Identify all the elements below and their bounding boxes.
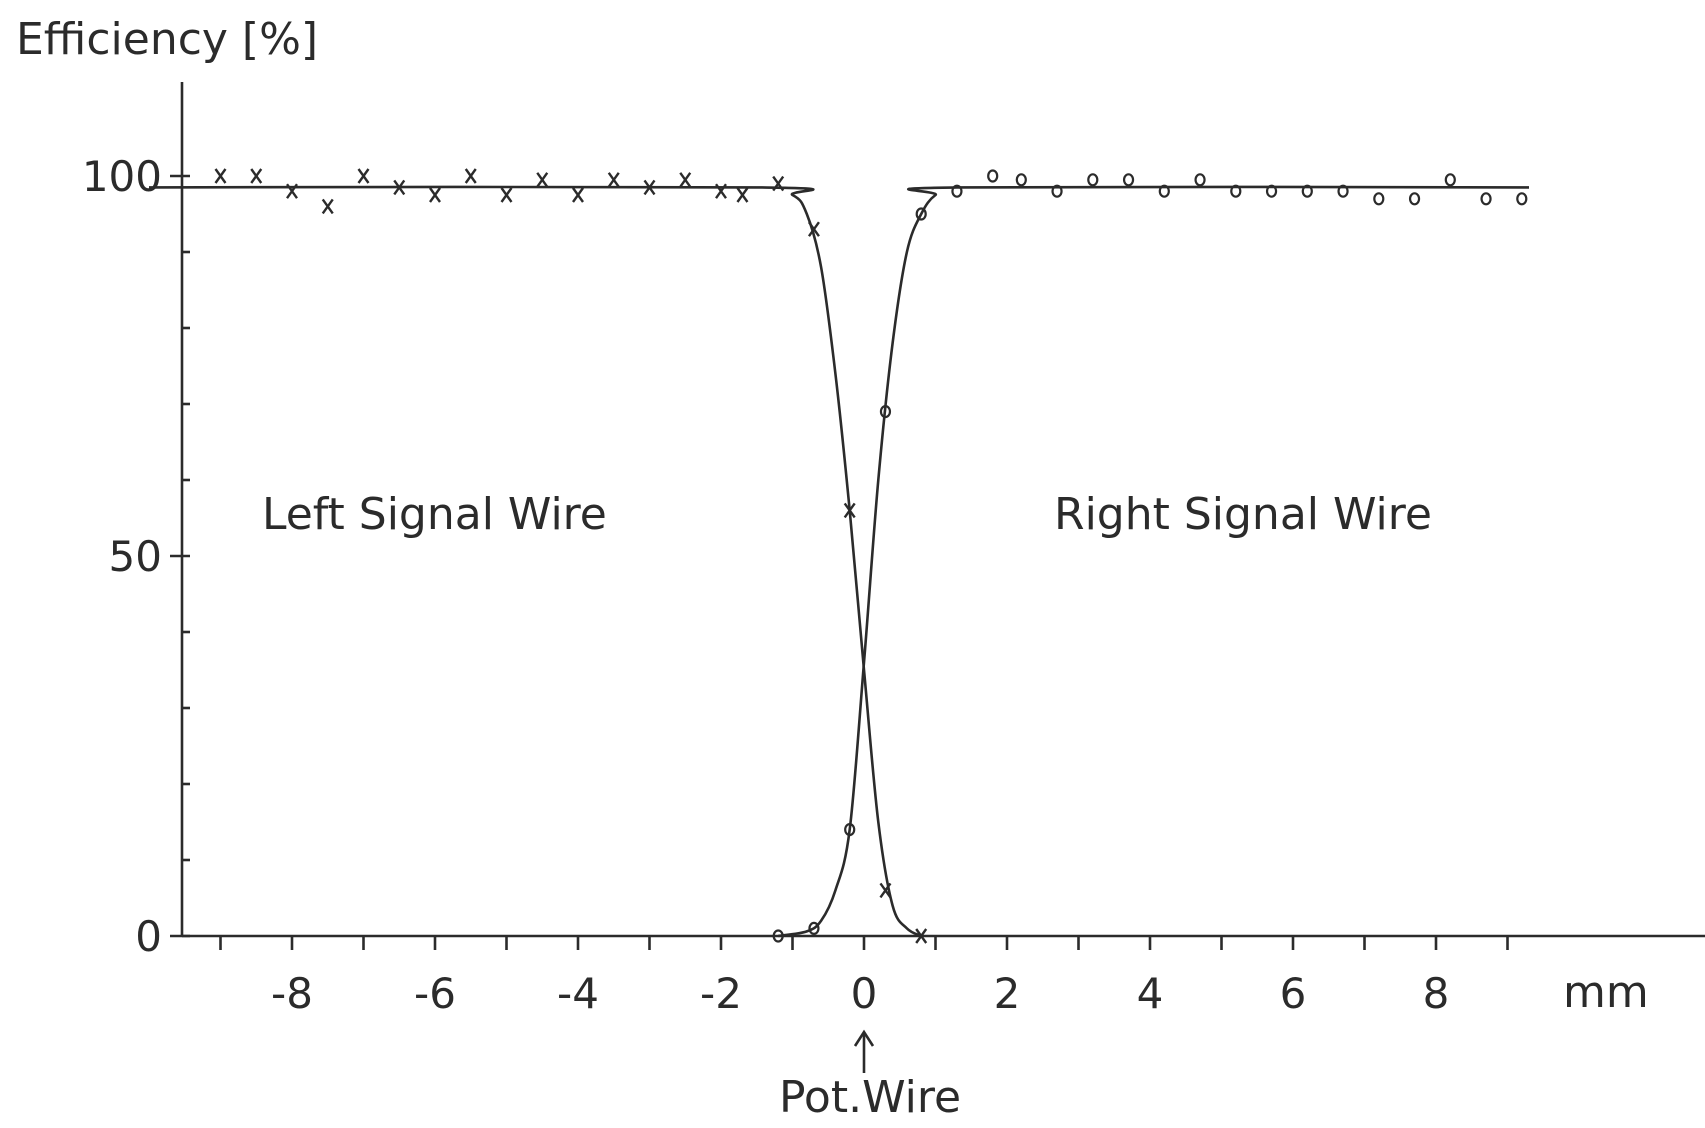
circle-marker [1265, 184, 1278, 198]
circle-marker [915, 207, 927, 221]
x-marker [607, 172, 620, 188]
x-marker [321, 198, 334, 215]
x-marker-stroke [715, 183, 727, 199]
x-marker [843, 502, 856, 519]
circle-marker [1230, 184, 1242, 198]
circle-marker [951, 184, 963, 198]
x-tick-label: -4 [557, 969, 599, 1018]
x-marker-stroke [321, 198, 334, 215]
circle-marker [1480, 192, 1492, 206]
circle-marker [844, 822, 856, 837]
x-marker-stroke [915, 928, 928, 944]
y-tick-label: 50 [109, 532, 162, 581]
x-marker-stroke [679, 172, 692, 188]
circle-marker [1516, 192, 1528, 206]
x-marker [286, 183, 298, 199]
circle-marker [987, 169, 999, 183]
x-axis-unit-label: mm [1563, 967, 1649, 1018]
x-marker-stroke [429, 187, 441, 203]
x-marker [464, 168, 477, 184]
x-marker-stroke [643, 179, 656, 196]
x-marker [536, 172, 549, 188]
x-marker [736, 187, 749, 203]
right-signal-wire-label: Right Signal Wire [1054, 489, 1432, 540]
x-marker-stroke [286, 183, 298, 199]
x-marker-stroke [607, 172, 620, 188]
x-tick-label: 8 [1423, 969, 1450, 1018]
x-marker [915, 928, 928, 944]
x-tick-label: 4 [1137, 969, 1164, 1018]
data-markers [214, 168, 1528, 944]
x-marker-stroke [879, 882, 892, 899]
x-marker [500, 187, 513, 203]
x-marker [643, 179, 656, 196]
x-tick-label: 6 [1280, 969, 1307, 1018]
y-ticks: 0 50 100 [82, 152, 190, 961]
x-marker [715, 183, 727, 199]
circle-marker [1158, 184, 1170, 198]
circle-marker [1337, 184, 1349, 198]
circle-marker [1408, 192, 1421, 206]
circle-marker [1051, 184, 1063, 198]
x-marker [807, 221, 820, 237]
x-marker [772, 175, 785, 192]
x-marker-stroke [536, 172, 549, 188]
pot-wire-label: Pot.Wire [779, 1072, 961, 1123]
y-tick-label: 0 [135, 912, 162, 961]
circle-marker [772, 929, 784, 943]
x-marker [429, 187, 441, 203]
x-marker [879, 882, 892, 899]
x-marker-stroke [807, 221, 820, 237]
circle-marker [1194, 173, 1206, 187]
x-marker [679, 172, 692, 188]
x-marker-stroke [464, 168, 477, 184]
x-marker-stroke [843, 502, 856, 519]
x-marker [214, 168, 227, 184]
x-ticks: -8 -6 -4 -2 0 2 4 6 8 [219, 936, 1509, 1018]
x-marker-stroke [500, 187, 513, 203]
circle-marker [879, 405, 892, 419]
x-marker [250, 168, 263, 184]
circle-marker [808, 921, 820, 936]
circle-marker [1444, 173, 1456, 187]
x-marker-stroke [357, 168, 370, 184]
x-marker-stroke [572, 187, 584, 203]
y-axis-title: Efficiency [%] [16, 14, 318, 65]
x-tick-label: -2 [700, 969, 742, 1018]
x-marker-stroke [393, 179, 406, 196]
x-marker-stroke [736, 187, 749, 203]
y-tick-label: 100 [82, 152, 162, 201]
left-signal-wire-label: Left Signal Wire [262, 489, 607, 540]
circle-marker [1122, 173, 1135, 187]
x-marker-stroke [214, 168, 227, 184]
x-marker [393, 179, 406, 196]
circle-marker [1301, 184, 1313, 198]
x-marker-stroke [772, 175, 785, 192]
circle-marker [1087, 173, 1099, 187]
circle-marker [1373, 192, 1385, 206]
circle-marker [1015, 173, 1027, 187]
x-tick-label: -8 [271, 969, 313, 1018]
pot-wire-arrow [853, 1029, 875, 1073]
x-marker [357, 168, 370, 184]
fit-curves [148, 185, 1530, 938]
x-tick-label: 0 [851, 969, 878, 1018]
x-tick-label: -6 [414, 969, 456, 1018]
left-wire-fit-curve [148, 185, 922, 938]
right-wire-fit-curve [777, 185, 1530, 938]
x-marker [572, 187, 584, 203]
x-tick-label: 2 [994, 969, 1021, 1018]
x-marker-stroke [250, 168, 263, 184]
